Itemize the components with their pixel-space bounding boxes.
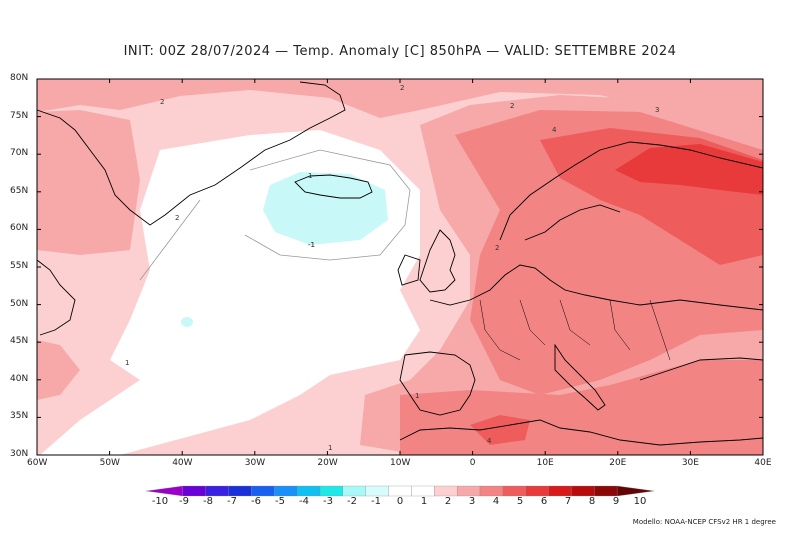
contour-label: -1 (308, 241, 315, 249)
lon-label: 40W (172, 458, 193, 468)
colorbar-label: -1 (371, 496, 381, 507)
contour-label: 1 (125, 359, 129, 367)
lat-label: 50N (10, 298, 29, 309)
contour-label: 2 (510, 102, 514, 110)
colorbar-swatch (479, 485, 504, 497)
colorbar-label: 3 (468, 496, 476, 507)
colorbar-label: -8 (203, 496, 213, 507)
colorbar-swatch (434, 485, 458, 497)
contour-label: 1 (328, 444, 332, 452)
lat-label: 75N (10, 110, 29, 121)
lon-label: 40E (754, 458, 772, 468)
colorbar-swatch (342, 485, 366, 497)
model-credit: Modello: NOAA-NCEP CFSv2 HR 1 degree (632, 518, 776, 526)
lon-label: 10W (390, 458, 411, 468)
contour-label: 1 (308, 172, 312, 180)
colorbar-label: 0 (396, 496, 404, 507)
contour-label: 4 (487, 437, 492, 445)
anomaly-field (37, 79, 763, 455)
colorbar-label: -7 (227, 496, 237, 507)
coastlines (37, 81, 763, 446)
lon-label: 0 (469, 458, 476, 468)
colorbar-swatch (456, 485, 481, 497)
colorbar-swatch (274, 485, 298, 497)
colorbar-label: 10 (633, 496, 647, 507)
colorbar-swatch (525, 485, 549, 497)
lat-label: 65N (10, 185, 29, 196)
lat-label: 60N (10, 223, 29, 234)
colorbar (145, 485, 655, 497)
colorbar-label: -9 (179, 496, 189, 507)
colorbar-swatch (182, 485, 206, 497)
colorbar-swatch (548, 485, 572, 497)
colorbar-swatch (594, 485, 618, 497)
contour-label: -1 (308, 241, 315, 249)
contour-label: 1 (415, 392, 419, 400)
colorbar-swatch (365, 485, 389, 497)
lon-label: 20E (609, 458, 627, 468)
colorbar-label: 5 (516, 496, 524, 507)
contour-label: 2 (160, 98, 164, 106)
colorbar-swatch (145, 485, 184, 497)
axis-ticks (36, 78, 764, 456)
colorbar-label: -5 (275, 496, 285, 507)
contour-label: 4 (552, 126, 557, 134)
lon-label: 30W (244, 458, 266, 468)
colorbar-swatch (228, 485, 252, 497)
colorbar-label: -2 (347, 496, 357, 507)
contour-label: 2 (495, 244, 499, 252)
colorbar-label: -10 (151, 496, 169, 507)
lon-label: 30E (681, 458, 699, 468)
colorbar-swatch (319, 485, 344, 497)
lat-label: 30N (10, 449, 29, 459)
colorbar-swatch (388, 485, 412, 497)
colorbar-swatch (571, 485, 595, 497)
lon-label: 10E (536, 458, 554, 468)
lat-label: 70N (10, 148, 29, 159)
lat-label: 35N (10, 411, 29, 422)
contour-label: 2 (175, 214, 179, 222)
lon-label: 50W (99, 458, 120, 468)
lat-label: 40N (10, 373, 29, 384)
colorbar-label: 2 (444, 496, 452, 507)
colorbar-label: 6 (540, 496, 548, 507)
colorbar-label: 7 (564, 496, 572, 507)
colorbar-label: 1 (420, 496, 428, 507)
lon-label: 20W (317, 458, 338, 468)
colorbar-label: 8 (588, 496, 596, 507)
map-title: INIT: 00Z 28/07/2024 — Temp. Anomaly [C]… (123, 44, 677, 59)
colorbar-label: 4 (492, 496, 500, 507)
lon-label: 60W (27, 458, 48, 468)
colorbar-label: -3 (323, 496, 333, 507)
colorbar-label: -6 (251, 496, 261, 507)
contour-label: 3 (655, 106, 659, 114)
colorbar-swatch (296, 485, 321, 497)
contour-label: 2 (400, 84, 404, 92)
colorbar-swatch (251, 485, 275, 497)
colorbar-label: 9 (612, 496, 620, 507)
lat-label: 45N (10, 336, 29, 347)
colorbar-swatch (616, 485, 655, 497)
colorbar-swatch (411, 485, 435, 497)
lat-label: 80N (10, 73, 29, 83)
colorbar-swatch (205, 485, 229, 497)
colorbar-label: -4 (299, 496, 309, 507)
colorbar-swatch (502, 485, 526, 497)
lat-label: 55N (10, 261, 29, 271)
